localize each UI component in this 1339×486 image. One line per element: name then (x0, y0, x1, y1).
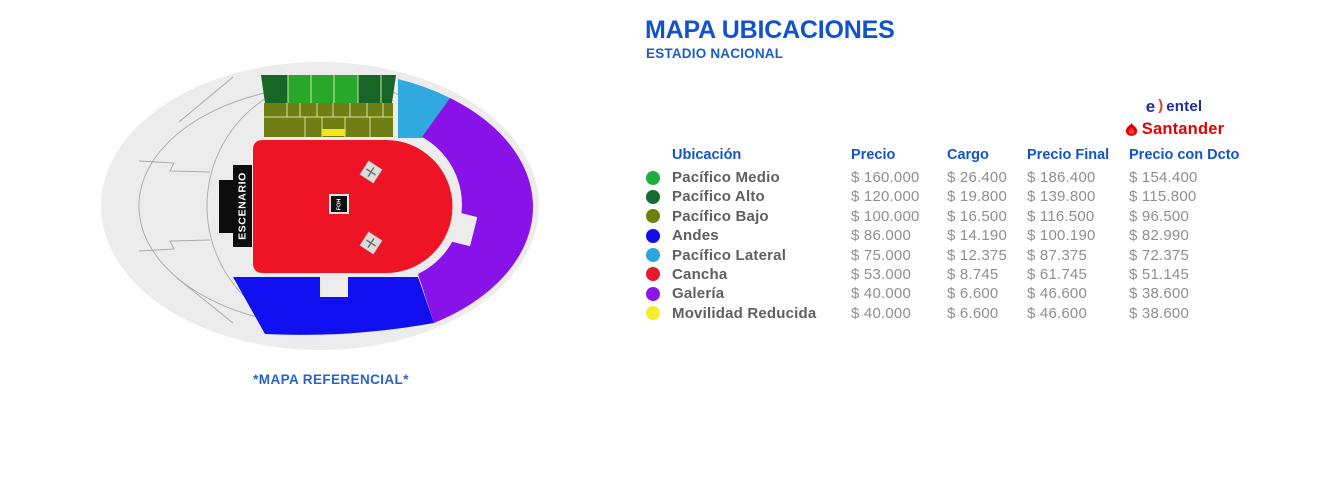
row-precio-dcto: $ 72.375 (1129, 246, 1189, 264)
row-precio-dcto: $ 96.500 (1129, 207, 1189, 225)
row-dot-cell (646, 265, 672, 284)
row-precio-final: $ 186.400 (1027, 169, 1096, 186)
row-precio-dcto: $ 154.400 (1129, 169, 1198, 186)
row-precio: $ 100.000 (851, 207, 920, 225)
row-dot-cell (646, 168, 672, 187)
section-color-dot (646, 306, 660, 321)
entel-e-icon: e (1145, 97, 1156, 116)
row-precio-final: $ 46.600 (1027, 304, 1087, 322)
entel-wordmark: entel (1166, 98, 1203, 115)
section-color-dot (646, 248, 660, 263)
row-label: Galería (672, 285, 725, 303)
row-precio-final: $ 139.800 (1027, 188, 1096, 206)
column-header-cargo: Cargo (947, 147, 989, 163)
row-precio-dcto: $ 115.800 (1129, 188, 1197, 206)
price-table: Ubicación Precio Cargo Precio Final Prec… (646, 146, 1241, 323)
delay-tower-icon (359, 231, 383, 255)
foh-label: FOH (336, 199, 342, 211)
column-header-precio: Precio (851, 147, 896, 163)
header-spacer (646, 146, 672, 168)
row-precio-dcto: $ 38.600 (1129, 304, 1189, 322)
row-label: Pacífico Medio (672, 169, 780, 186)
row-cargo: $ 26.400 (947, 169, 1007, 186)
row-label: Pacífico Lateral (672, 246, 787, 264)
row-precio: $ 120.000 (851, 188, 920, 206)
section-color-dot (646, 228, 660, 243)
section-color-dot (646, 286, 660, 301)
sponsors: e) entel Santander (1104, 95, 1244, 141)
entel-logo: e) entel (1104, 95, 1244, 118)
cancha-section (253, 140, 453, 273)
column-header-ubicacion: Ubicación (672, 147, 742, 163)
galeria-gate-notch (448, 211, 478, 247)
santander-logo: Santander (1104, 118, 1244, 141)
galeria-section (418, 98, 533, 323)
page-subtitle: ESTADIO NACIONAL (646, 46, 784, 61)
row-cargo: $ 16.500 (947, 207, 1007, 225)
row-label: Pacífico Bajo (672, 207, 769, 225)
row-precio-final: $ 100.190 (1027, 227, 1096, 245)
stadium-map: ESCENARIO FOH (100, 60, 540, 350)
pacifico-lateral-section (398, 79, 450, 138)
row-dot-cell (646, 207, 672, 226)
row-precio-dcto: $ 51.145 (1129, 265, 1189, 283)
foh-booth: FOH (329, 194, 349, 214)
stage: ESCENARIO (219, 165, 252, 247)
row-cargo: $ 8.745 (947, 265, 999, 283)
santander-wordmark: Santander (1141, 120, 1225, 138)
section-color-dot (646, 209, 660, 224)
row-label: Pacífico Alto (672, 188, 765, 206)
row-label: Movilidad Reducida (672, 304, 817, 322)
entel-paren-icon: ) (1158, 97, 1164, 114)
movilidad-reducida-section (322, 129, 345, 136)
andes-gate-notch (320, 277, 348, 297)
pacifico-sections (261, 75, 396, 137)
row-precio: $ 75.000 (851, 246, 911, 264)
row-precio-dcto: $ 38.600 (1129, 285, 1189, 303)
row-cargo: $ 6.600 (947, 304, 999, 322)
section-color-dot (646, 189, 660, 204)
row-dot-cell (646, 304, 672, 323)
page-title: MAPA UBICACIONES (645, 16, 895, 44)
row-label: Cancha (672, 265, 728, 283)
row-cargo: $ 12.375 (947, 246, 1007, 264)
row-cargo: $ 19.800 (947, 188, 1007, 206)
section-color-dot (646, 170, 660, 185)
stage-label: ESCENARIO (236, 172, 248, 240)
map-caption: *MAPA REFERENCIAL* (253, 372, 409, 387)
row-precio-final: $ 46.600 (1027, 285, 1087, 303)
row-precio-dcto: $ 82.990 (1129, 227, 1189, 245)
column-header-precio-con-dcto: Precio con Dcto (1129, 147, 1240, 163)
column-header-precio-final: Precio Final (1027, 147, 1110, 163)
row-precio: $ 86.000 (851, 227, 911, 245)
delay-tower-icon (359, 160, 383, 184)
row-precio-final: $ 116.500 (1027, 207, 1095, 225)
row-precio-final: $ 87.375 (1027, 246, 1087, 264)
row-dot-cell (646, 226, 672, 245)
row-dot-cell (646, 246, 672, 265)
row-dot-cell (646, 187, 672, 206)
row-cargo: $ 14.190 (947, 227, 1007, 245)
row-dot-cell (646, 284, 672, 303)
row-cargo: $ 6.600 (947, 285, 999, 303)
row-precio: $ 160.000 (851, 169, 920, 186)
row-precio: $ 53.000 (851, 265, 911, 283)
row-precio: $ 40.000 (851, 285, 911, 303)
santander-flame-icon (1125, 122, 1137, 136)
andes-section (233, 277, 434, 335)
row-label: Andes (672, 227, 719, 245)
section-color-dot (646, 267, 660, 282)
row-precio-final: $ 61.745 (1027, 265, 1087, 283)
stadium-svg: ESCENARIO FOH (101, 62, 539, 350)
row-precio: $ 40.000 (851, 304, 911, 322)
